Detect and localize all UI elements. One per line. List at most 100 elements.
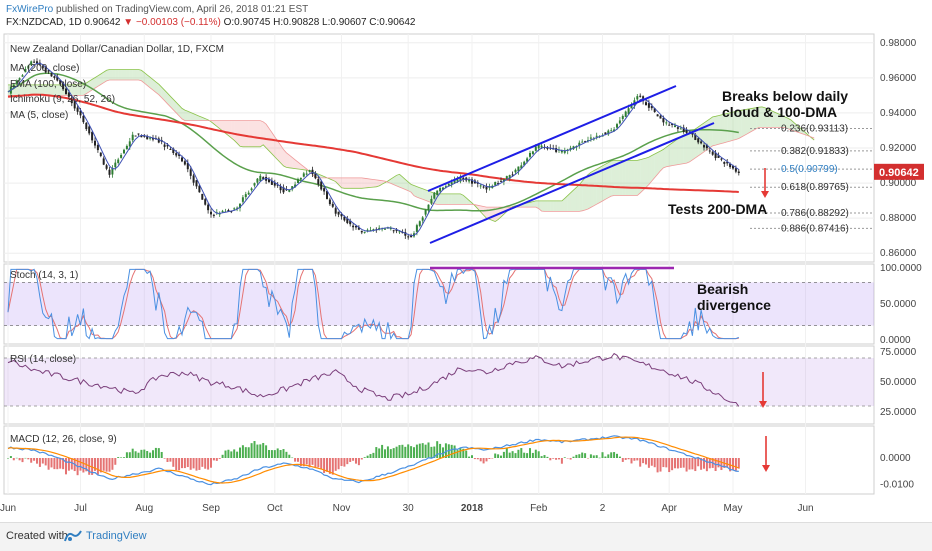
legend-ichimoku: Ichimoku (9, 26, 52, 26) <box>10 94 115 105</box>
fib-level-label: 0.786(0.88292) <box>781 208 849 219</box>
ichimoku-cloud-segment <box>147 74 151 88</box>
macd-histogram-bar <box>241 445 244 458</box>
macd-histogram-bar <box>279 450 282 458</box>
candle-body <box>137 133 140 135</box>
time-tick-label: 30 <box>403 503 415 514</box>
macd-histogram-bar <box>47 458 50 470</box>
ichimoku-cloud-segment <box>242 120 246 147</box>
ichimoku-cloud-segment <box>109 69 113 80</box>
macd-histogram-bar <box>221 454 224 458</box>
candle-body <box>340 214 343 217</box>
ichimoku-cloud-segment <box>54 84 58 96</box>
ichimoku-cloud-segment <box>712 116 716 146</box>
macd-histogram-bar <box>346 458 349 465</box>
ichimoku-cloud-segment <box>756 107 760 129</box>
candle-body <box>114 162 117 168</box>
macd-histogram-bar <box>494 453 497 458</box>
candle-body <box>540 145 543 148</box>
candle-body <box>140 135 143 138</box>
macd-histogram-bar <box>311 458 314 465</box>
ichimoku-cloud-segment <box>524 203 528 208</box>
candle-body <box>366 229 369 231</box>
candle-body <box>294 184 297 188</box>
macd-histogram-bar <box>566 458 569 459</box>
macd-histogram-bar <box>117 457 120 458</box>
macd-tick-label: -0.0100 <box>880 480 914 491</box>
macd-histogram-bar <box>343 458 346 467</box>
ichimoku-cloud-segment <box>31 84 35 96</box>
candle-body <box>560 150 563 153</box>
candle-body <box>732 165 734 169</box>
ichimoku-cloud-segment <box>634 160 638 196</box>
candle-body <box>152 137 154 140</box>
candle-body <box>47 70 50 72</box>
tradingview-link[interactable]: TradingView <box>86 530 147 542</box>
macd-histogram-bar <box>195 458 198 471</box>
ichimoku-cloud-segment <box>422 188 426 201</box>
stoch-title: Stoch (14, 3, 1) <box>10 270 78 281</box>
macd-histogram-bar <box>381 444 384 458</box>
macd-histogram-bar <box>169 458 172 462</box>
macd-histogram-bar <box>433 446 436 458</box>
publisher-name[interactable]: FxWirePro <box>6 4 54 15</box>
macd-histogram-bar <box>9 456 12 458</box>
rsi-down-arrow-head <box>759 401 767 408</box>
ichimoku-cloud-segment <box>300 164 304 170</box>
ohlc-text: O:0.90745 H:0.90828 L:0.90607 C:0.90642 <box>223 17 416 28</box>
candle-body <box>230 211 233 213</box>
candle-body <box>27 65 30 69</box>
macd-histogram-bar <box>732 458 734 470</box>
ichimoku-cloud-segment <box>582 177 586 211</box>
candle-body <box>384 228 386 230</box>
macd-histogram-bar <box>125 452 128 458</box>
ichimoku-cloud-segment <box>550 200 554 212</box>
macd-histogram-bar <box>36 458 38 464</box>
macd-histogram-bar <box>79 458 82 471</box>
last-price-tag <box>874 163 924 180</box>
candle-body <box>531 151 534 155</box>
macd-histogram-bar <box>285 451 288 458</box>
macd-histogram-bar <box>270 450 273 458</box>
candle-body <box>88 126 91 134</box>
macd-histogram-bar <box>210 458 212 468</box>
macd-histogram-bar <box>175 458 178 471</box>
ichimoku-cloud-segment <box>335 177 339 185</box>
macd-histogram-bar <box>462 448 465 458</box>
ichimoku-cloud-segment <box>405 179 409 191</box>
macd-histogram-bar <box>691 458 694 470</box>
chart-area[interactable]: 0.236(0.93113) 0.382(0.91833) 0.5(0.90799)… <box>0 0 932 522</box>
candle-body <box>439 188 442 192</box>
candle-body <box>270 180 273 185</box>
candle-body <box>131 134 134 141</box>
ichimoku-cloud-segment <box>750 108 754 133</box>
candle-body <box>323 188 326 192</box>
macd-histogram-bar <box>621 458 624 462</box>
ichimoku-cloud-segment <box>373 179 377 188</box>
candle-body <box>236 207 239 209</box>
macd-histogram-bar <box>575 454 578 458</box>
macd-histogram-bar <box>546 456 549 458</box>
macd-histogram-bar <box>7 458 9 459</box>
macd-histogram-bar <box>540 456 543 458</box>
macd-histogram-bar <box>514 453 517 458</box>
ichimoku-cloud-segment <box>350 177 354 189</box>
ichimoku-cloud-segment <box>675 138 678 166</box>
macd-histogram-bar <box>282 449 285 458</box>
time-tick-label: Aug <box>135 503 153 514</box>
candle-body <box>181 157 183 162</box>
macd-histogram-bar <box>616 453 618 458</box>
ichimoku-cloud-segment <box>115 69 119 80</box>
macd-histogram-bar <box>215 458 218 461</box>
ichimoku-cloud-segment <box>440 193 443 205</box>
macd-histogram-bar <box>166 458 169 462</box>
candle-body <box>178 154 181 156</box>
ichimoku-cloud-segment <box>234 120 238 144</box>
candle-body <box>471 179 473 184</box>
ichimoku-cloud-segment <box>648 155 652 185</box>
ichimoku-cloud-segment <box>277 141 281 163</box>
rsi-title: RSI (14, close) <box>10 354 76 365</box>
candle-body <box>676 127 679 129</box>
macd-histogram-bar <box>369 454 372 458</box>
macd-histogram-bar <box>314 458 317 467</box>
pane-frame-2 <box>3 345 875 425</box>
